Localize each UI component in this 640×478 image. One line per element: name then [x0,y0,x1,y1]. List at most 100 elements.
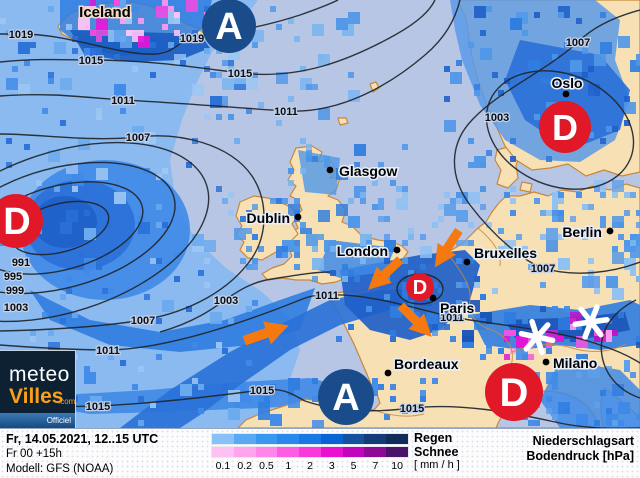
city-marker-milano: Milano [542,354,599,373]
city-marker-london: London [335,242,401,261]
isobar-label: 1019 [9,29,33,41]
land-shetland [369,81,380,93]
legend-color-cell [233,434,256,444]
isobar-label: 1015 [400,403,424,415]
city-label: Berlin [562,224,602,240]
weather-map: 1019 1019 1015 1015 1011 1011 1007 1007 … [0,0,640,428]
isobar-label: 1007 [566,37,590,49]
isobar-label: 1003 [485,112,509,124]
rain-color-scale [211,433,409,445]
low-pressure-badge: D [406,273,434,301]
snowflake-icon [572,304,610,340]
precip-legend: 0.1 0.2 0.5 1 2 3 5 7 10 [211,433,409,472]
legend-color-cell [386,434,409,444]
arrow-icon [397,302,432,337]
legend-color-cell [342,434,365,444]
run-line: Fr 00 +15h [6,448,62,460]
city-dot [606,227,614,235]
legend-tick: 2 [307,460,313,472]
legend-labels: Regen Schnee [ mm / h ] [414,431,460,472]
city-label: London [337,243,388,259]
land-orkney [337,117,349,126]
city-dot [463,258,471,266]
legend-tick: 0.5 [259,460,274,472]
svg-text:D: D [3,201,30,243]
region-label-iceland: Iceland [79,4,131,21]
isobar-label: 995 [4,271,22,283]
unit-label: [ mm / h ] [414,459,460,471]
pressure-label: Bodendruck [hPa] [526,448,634,463]
logo-suffix: .com [58,397,76,406]
legend-color-cell [277,434,300,444]
city-label: Oslo [551,75,582,91]
city-markers: Iceland Glasgow Dublin London Bruxelles … [78,3,614,377]
high-pressure-badge: A [318,369,374,425]
rain-label: Regen [414,431,453,445]
city-dot [326,166,334,174]
legend-color-cell [255,447,278,457]
city-marker-bordeaux: Bordeaux [384,355,460,377]
city-label: Milano [553,355,597,371]
snow-label: Schnee [414,444,459,459]
meteovilles-logo[interactable]: meteo Villes .com Officiel [0,350,76,428]
legend-color-cell [364,434,387,444]
legend-tick: 10 [391,460,403,472]
city-label: Bordeaux [394,356,459,372]
city-marker-berlin: Berlin [561,223,614,242]
legend-color-cell [212,447,234,457]
isobar-label: 1011 [96,345,120,357]
city-marker-glasgow: Glasgow [326,162,399,181]
isobar-label: 1003 [214,295,238,307]
city-dot [562,90,570,98]
legend-color-cell [364,447,387,457]
logo-band: Officiel [0,413,75,428]
isobar-label: 1011 [440,312,464,324]
isobar-label: 991 [12,257,30,269]
city-dot [384,369,392,377]
legend-tick: 3 [328,460,335,472]
isobar-label: 1015 [228,68,252,80]
legend-color-cell [255,434,278,444]
city-label: Dublin [246,210,290,226]
legend-tick: 0.2 [237,460,252,472]
svg-text:A: A [332,377,359,419]
isobar-label: 1015 [79,55,103,67]
isobar-label: 1003 [4,302,28,314]
precip-type-label: Niederschlagsart [532,434,634,448]
city-marker-dublin: Dublin [245,209,302,228]
legend-color-cell [212,434,234,444]
isobar-label: 1011 [111,95,135,107]
logo-word-meteo: meteo [9,363,70,386]
logo-word-villes: Villes [9,385,64,408]
legend-color-cell [299,447,321,457]
legend-color-cell [342,447,365,457]
pressure-badges: A D D D D A [0,0,591,425]
legend-tick: 7 [372,460,379,472]
isobar-label: 999 [6,285,24,297]
arrow-icon [368,256,404,290]
isobar-label: 1007 [531,263,555,275]
svg-text:D: D [500,371,529,415]
snowflake-icons [518,304,610,356]
isobar-label: 1015 [250,385,274,397]
legend-tick-values: 0.1 0.2 0.5 1 2 3 5 7 10 [212,460,408,472]
land-danish-island [519,181,533,193]
legend-color-cell [277,447,300,457]
run-info: Fr, 14.05.2021, 12..15 UTC Fr 00 +15h Mo… [6,432,158,477]
city-marker-paris: Paris [429,294,476,318]
legend-tick: 5 [350,460,357,472]
isobar-label: 1007 [131,315,155,327]
city-dot [294,213,302,221]
snowflake-icon [518,318,556,356]
legend-color-cell [299,434,321,444]
svg-text:A: A [215,6,242,48]
low-pressure-badge: D [485,363,543,421]
svg-text:D: D [552,107,578,148]
isobar-label: 1015 [86,401,110,413]
legend-tick: 0.1 [215,460,231,472]
city-dot [542,358,550,366]
legend-tick: 1 [285,460,292,472]
motion-arrows [242,228,463,346]
map-type-labels: Niederschlagsart Bodendruck [hPa] [526,434,634,463]
city-marker-oslo: Oslo [550,74,584,98]
